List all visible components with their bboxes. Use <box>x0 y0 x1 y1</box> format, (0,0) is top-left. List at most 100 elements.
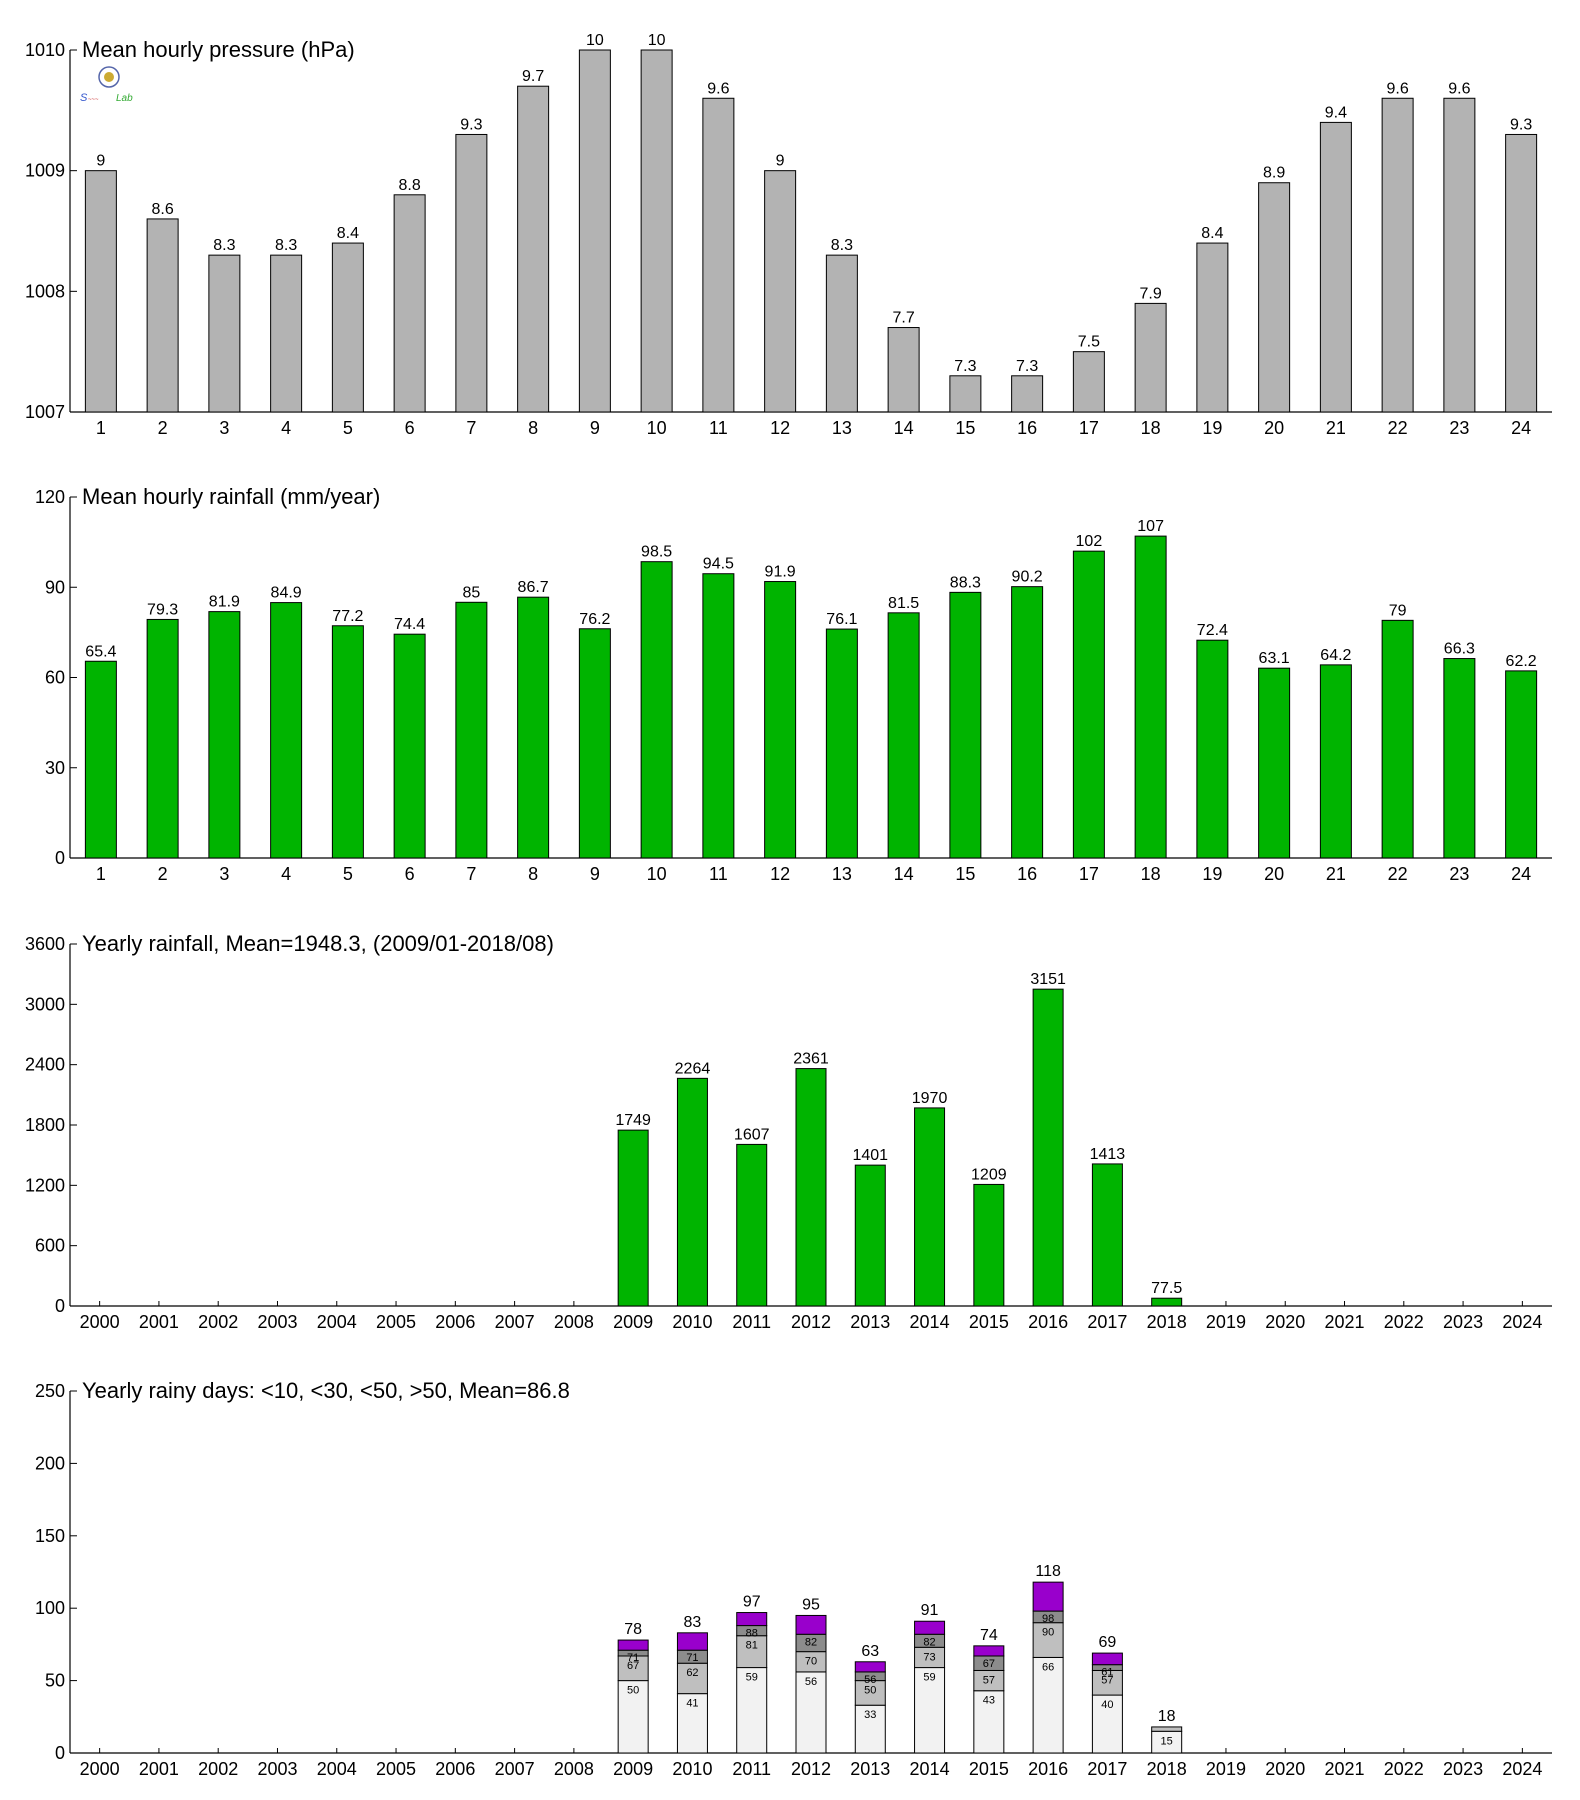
x-tick-label: 20 <box>1264 864 1284 884</box>
x-tick-label: 2018 <box>1147 1759 1187 1779</box>
data-label: 1401 <box>852 1147 888 1164</box>
stack-segment <box>1032 1581 1064 1612</box>
segment-label: 82 <box>923 1636 935 1648</box>
segment-label: 41 <box>686 1698 698 1710</box>
bar <box>1505 133 1538 413</box>
total-label: 78 <box>624 1621 642 1638</box>
y-tick-label: 30 <box>45 758 65 778</box>
data-label: 1607 <box>734 1126 770 1143</box>
total-label: 83 <box>684 1614 702 1631</box>
bar <box>1443 97 1476 413</box>
x-tick-label: 4 <box>281 418 291 438</box>
stack-segment <box>795 1671 827 1754</box>
x-tick-label: 2007 <box>495 1759 535 1779</box>
x-tick-label: 5 <box>343 864 353 884</box>
bar <box>973 1183 1005 1307</box>
x-tick-label: 2 <box>158 864 168 884</box>
data-label: 84.9 <box>271 585 302 602</box>
logo-script-icon: ~~~ <box>88 97 99 103</box>
bar <box>617 1129 649 1307</box>
data-label: 64.2 <box>1320 647 1351 664</box>
y-tick-label: 1800 <box>25 1115 65 1135</box>
x-tick-label: 2000 <box>80 1759 120 1779</box>
data-label: 90.2 <box>1012 569 1043 586</box>
logo-mark-icon: S <box>80 92 88 104</box>
bar <box>331 625 364 859</box>
segment-label: 73 <box>923 1651 935 1663</box>
data-label: 1209 <box>971 1166 1007 1183</box>
x-tick-label: 2003 <box>257 1759 297 1779</box>
chart-title: Mean hourly pressure (hPa) <box>82 37 355 62</box>
x-tick-label: 2021 <box>1324 1312 1364 1332</box>
y-tick-label: 600 <box>35 1236 65 1256</box>
stack-segment <box>795 1614 827 1635</box>
stack-segment <box>736 1635 768 1669</box>
segment-label: 71 <box>686 1652 698 1664</box>
data-label: 10 <box>648 32 666 49</box>
lab-logo: S ~~~ Lab <box>80 66 133 104</box>
stack-segment <box>1091 1652 1123 1666</box>
y-tick-label: 1007 <box>25 402 65 422</box>
x-tick-label: 6 <box>405 418 415 438</box>
bar <box>736 1143 768 1307</box>
data-label: 1970 <box>912 1090 948 1107</box>
bar <box>764 581 797 859</box>
y-tick-label: 150 <box>35 1526 65 1546</box>
yearly-rainfall-chart: Yearly rainfall, Mean=1948.3, (2009/01-2… <box>25 931 1552 1332</box>
data-label: 76.1 <box>826 611 857 628</box>
rainy-days-chart: Yearly rainy days: <10, <30, <50, >50, M… <box>35 1378 1552 1779</box>
bar <box>1319 121 1352 413</box>
bar <box>1381 97 1414 413</box>
chart-title: Yearly rainy days: <10, <30, <50, >50, M… <box>82 1378 570 1403</box>
data-label: 77.2 <box>332 608 363 625</box>
bar <box>640 49 673 413</box>
data-label: 8.3 <box>831 237 853 254</box>
x-tick-label: 2014 <box>910 1759 950 1779</box>
stack-segment <box>854 1661 886 1673</box>
bar <box>887 327 920 413</box>
x-tick-label: 2003 <box>257 1312 297 1332</box>
y-tick-label: 3000 <box>25 994 65 1014</box>
segment-label: 33 <box>864 1709 876 1721</box>
stack-segment <box>1151 1726 1183 1732</box>
bar <box>1091 1163 1123 1307</box>
stack-segment <box>1032 1656 1064 1754</box>
x-tick-label: 7 <box>466 418 476 438</box>
segment-label: 61 <box>1101 1667 1113 1679</box>
x-tick-label: 2009 <box>613 1759 653 1779</box>
x-tick-label: 2007 <box>495 1312 535 1332</box>
y-tick-label: 0 <box>55 848 65 868</box>
x-tick-label: 2000 <box>80 1312 120 1332</box>
segment-label: 90 <box>1042 1627 1054 1639</box>
data-label: 7.9 <box>1140 285 1162 302</box>
total-label: 118 <box>1035 1563 1061 1580</box>
bar <box>270 602 303 859</box>
x-tick-label: 2008 <box>554 1312 594 1332</box>
x-tick-label: 2015 <box>969 1759 1009 1779</box>
x-tick-label: 13 <box>832 864 852 884</box>
data-label: 63.1 <box>1259 650 1290 667</box>
x-tick-label: 2020 <box>1265 1312 1305 1332</box>
y-tick-label: 1009 <box>25 161 65 181</box>
x-tick-label: 11 <box>709 418 728 438</box>
y-tick-label: 120 <box>35 487 65 507</box>
bar <box>795 1068 827 1307</box>
x-tick-label: 2012 <box>791 1312 831 1332</box>
x-tick-label: 18 <box>1141 418 1161 438</box>
data-label: 10 <box>586 32 604 49</box>
bar <box>393 633 426 859</box>
data-label: 9.7 <box>522 68 544 85</box>
x-tick-label: 2016 <box>1028 1759 1068 1779</box>
data-label: 2361 <box>793 1051 829 1068</box>
data-label: 1749 <box>615 1112 651 1129</box>
total-label: 97 <box>743 1594 761 1611</box>
x-tick-label: 12 <box>770 418 790 438</box>
bar <box>578 628 611 859</box>
x-tick-label: 16 <box>1017 864 1037 884</box>
chart-title: Yearly rainfall, Mean=1948.3, (2009/01-2… <box>82 931 554 956</box>
bar <box>702 573 735 859</box>
bar <box>1196 639 1229 859</box>
x-tick-label: 2014 <box>910 1312 950 1332</box>
data-label: 7.7 <box>893 310 915 327</box>
data-label: 86.7 <box>518 579 549 596</box>
